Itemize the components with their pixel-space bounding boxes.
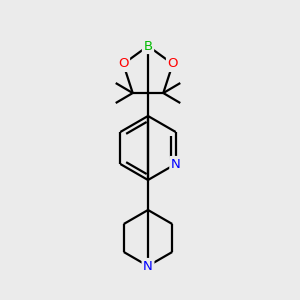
Text: O: O [118, 58, 128, 70]
Text: O: O [167, 58, 178, 70]
Text: N: N [171, 158, 181, 170]
Text: B: B [143, 40, 153, 52]
Text: N: N [143, 260, 153, 272]
